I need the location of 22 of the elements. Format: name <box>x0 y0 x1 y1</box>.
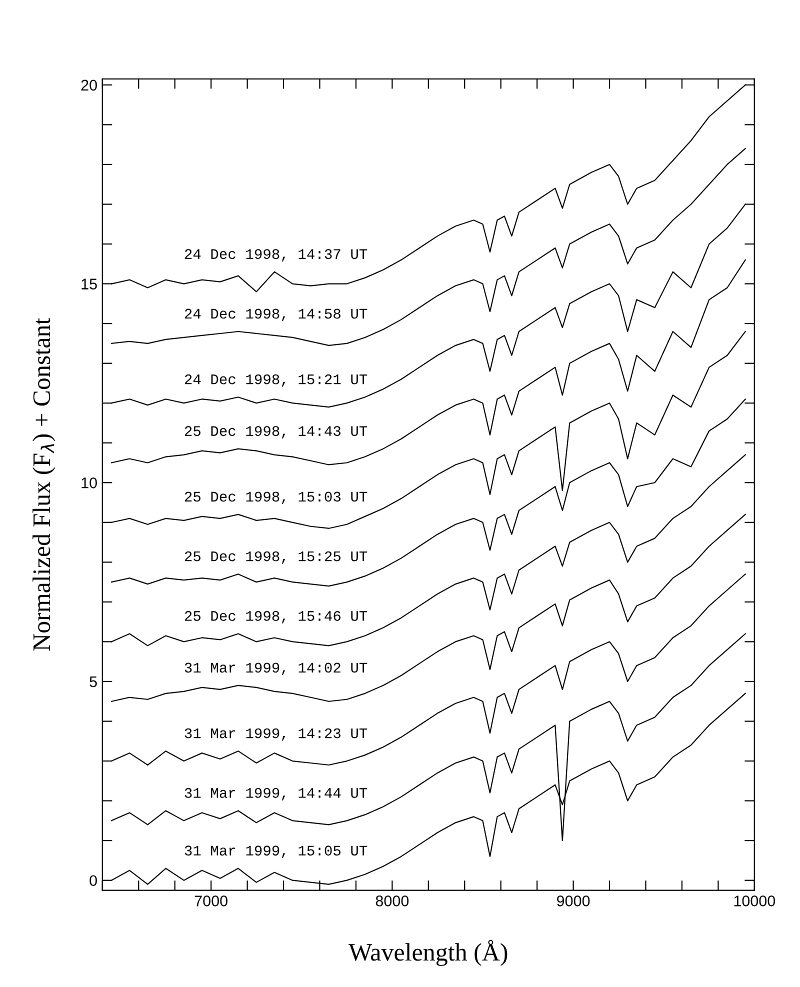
series-label: 31 Mar 1999, 14:44 UT <box>184 788 368 800</box>
series-label: 31 Mar 1999, 14:23 UT <box>184 728 368 741</box>
series-label: 24 Dec 1998, 15:21 UT <box>184 374 368 387</box>
y-tick-label: 10 <box>82 477 97 488</box>
x-axis-title: Wavelength (Å) <box>348 940 508 966</box>
series-label: 31 Mar 1999, 15:05 UT <box>184 846 368 858</box>
series-label: 25 Dec 1998, 14:43 UT <box>184 426 368 438</box>
series-label: 31 Mar 1999, 14:02 UT <box>184 662 368 676</box>
x-tick-label: 9000 <box>557 896 590 906</box>
y-tick-label: 0 <box>90 875 97 886</box>
series-label: 25 Dec 1998, 15:25 UT <box>184 551 368 564</box>
series-label: 25 Dec 1998, 15:46 UT <box>184 611 368 624</box>
y-axis-title: Normalized Flux (F$_{λ}$) + Constant <box>32 318 56 651</box>
x-tick-label: 10000 <box>734 896 776 906</box>
series-label: 24 Dec 1998, 14:58 UT <box>184 308 368 322</box>
series-label: 25 Dec 1998, 15:03 UT <box>184 492 368 504</box>
x-tick-label: 8000 <box>376 896 409 906</box>
y-tick-label: 20 <box>81 80 97 91</box>
y-tick-label: 15 <box>82 278 97 290</box>
y-tick-label: 5 <box>90 676 97 688</box>
series-label: 24 Dec 1998, 14:37 UT <box>184 249 368 262</box>
x-tick-label: 7000 <box>194 896 228 906</box>
